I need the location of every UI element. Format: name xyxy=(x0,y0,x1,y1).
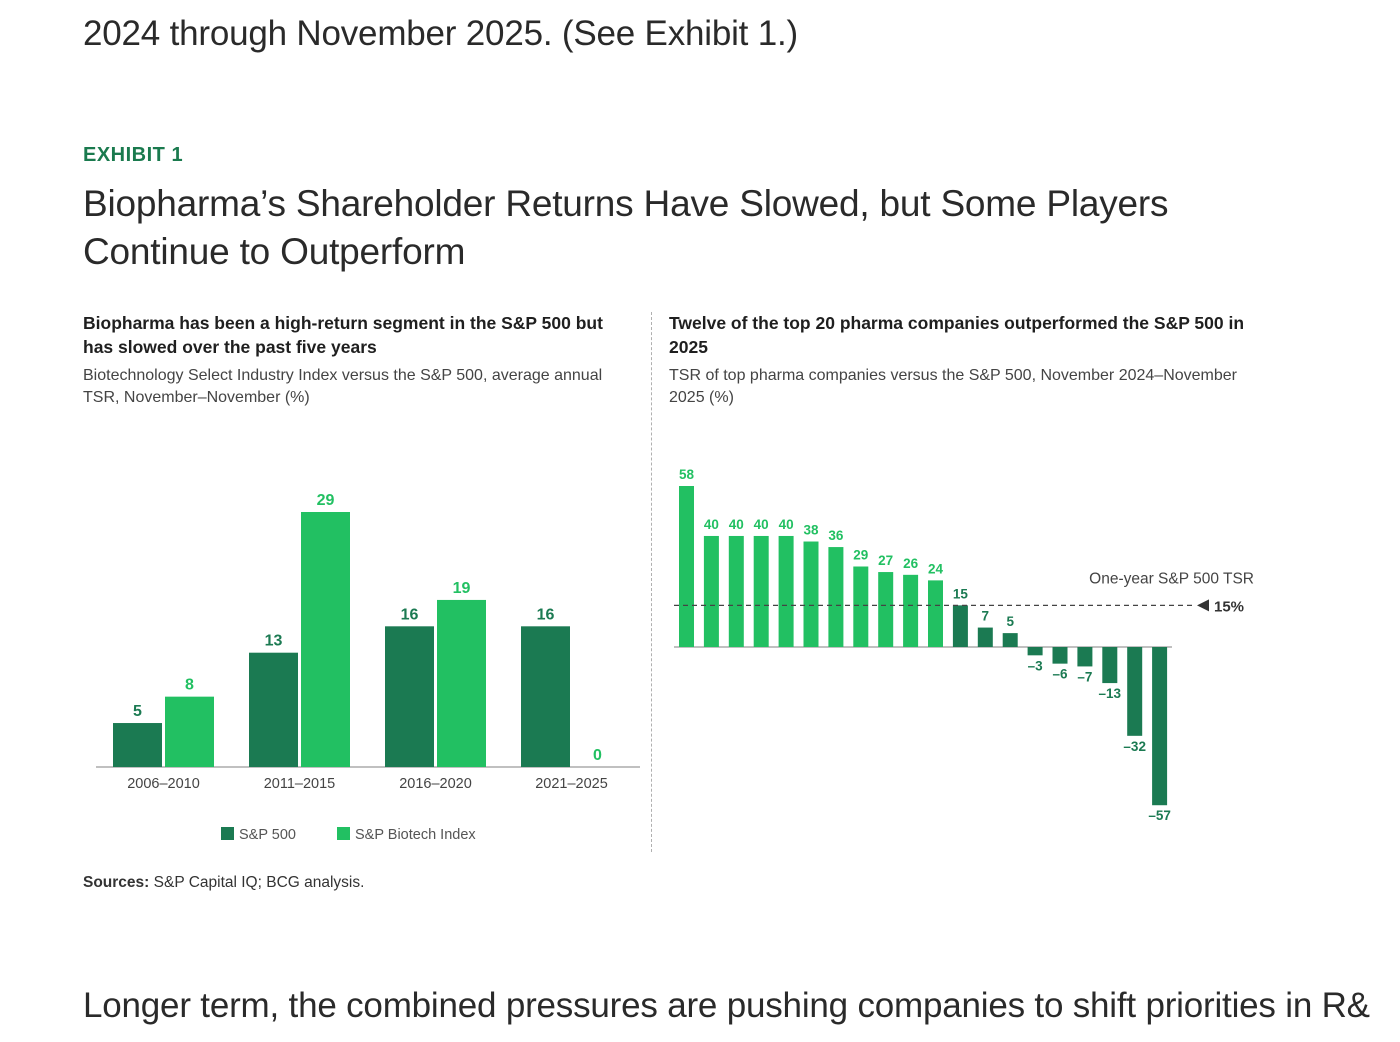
right-bar-value-label: –57 xyxy=(1148,808,1171,823)
left-bar-biotech xyxy=(437,599,486,767)
legend-swatch xyxy=(221,827,234,840)
right-chart-subtitle: TSR of top pharma companies versus the S… xyxy=(669,367,1237,406)
left-bar-value-label: 8 xyxy=(185,677,194,694)
benchmark-arrow-icon xyxy=(1197,599,1209,612)
right-bar-value-label: 5 xyxy=(1006,614,1014,629)
left-category-label: 2006–2010 xyxy=(127,776,200,792)
left-bar-value-label: 19 xyxy=(453,580,471,597)
left-bar-biotech xyxy=(301,512,350,767)
right-bar xyxy=(1127,647,1143,736)
right-bar xyxy=(703,535,719,647)
left-bar-sp500 xyxy=(249,652,298,767)
right-bar xyxy=(679,486,694,647)
right-bar xyxy=(1102,647,1118,684)
left-bar-value-label: 16 xyxy=(401,606,419,623)
right-bar xyxy=(828,547,844,647)
panel-divider xyxy=(651,312,652,852)
right-bar-value-label: –7 xyxy=(1077,669,1092,684)
right-bar-value-label: 40 xyxy=(729,517,744,532)
left-category-label: 2016–2020 xyxy=(399,776,472,792)
sources-label: Sources: xyxy=(83,874,150,891)
right-bar xyxy=(1077,647,1093,667)
right-bar xyxy=(728,535,744,647)
left-bar-value-label: 29 xyxy=(317,492,335,509)
legend-swatch xyxy=(337,827,350,840)
right-bar-value-label: 29 xyxy=(853,548,868,563)
right-bar xyxy=(1052,647,1068,664)
right-bar xyxy=(1002,633,1018,647)
right-bar-value-label: –13 xyxy=(1099,686,1122,701)
right-bar-value-label: 36 xyxy=(828,528,844,543)
left-chart-title: Biopharma has been a high-return segment… xyxy=(83,313,603,357)
outro-paragraph-line: Longer term, the combined pressures are … xyxy=(83,986,1370,1025)
right-bar xyxy=(853,566,869,647)
right-bar-value-label: 26 xyxy=(903,556,919,571)
right-bar-value-label: 15 xyxy=(953,586,969,601)
right-bar xyxy=(1152,647,1168,806)
right-bar xyxy=(878,572,894,647)
exhibit-label: EXHIBIT 1 xyxy=(83,144,184,166)
right-bar-value-label: –6 xyxy=(1052,667,1068,682)
right-bar-value-label: 40 xyxy=(704,517,719,532)
left-bar-sp500 xyxy=(113,723,162,767)
right-bar xyxy=(1027,647,1043,656)
left-bar-value-label: 16 xyxy=(537,606,555,623)
left-bar-sp500 xyxy=(385,626,434,767)
exhibit-title: Biopharma’s Shareholder Returns Have Slo… xyxy=(83,183,1169,272)
right-bar-value-label: –3 xyxy=(1028,658,1044,673)
right-bar xyxy=(903,574,919,647)
left-chart-subtitle: Biotechnology Select Industry Index vers… xyxy=(83,367,603,406)
right-bar xyxy=(977,627,993,647)
left-category-label: 2011–2015 xyxy=(264,776,336,792)
right-bar-value-label: –32 xyxy=(1123,739,1146,754)
right-bar-value-label: 58 xyxy=(679,467,695,482)
legend-label: S&P 500 xyxy=(239,827,296,843)
left-bar-value-label: 5 xyxy=(133,703,142,720)
right-bar-value-label: 40 xyxy=(754,517,769,532)
left-bar-sp500 xyxy=(521,626,570,767)
right-bar-value-label: 40 xyxy=(779,517,794,532)
right-bar-value-label: 7 xyxy=(982,609,990,624)
right-bar xyxy=(952,605,968,647)
right-bar xyxy=(778,535,794,647)
right-chart-title: Twelve of the top 20 pharma companies ou… xyxy=(669,313,1245,357)
right-bar-value-label: 24 xyxy=(928,561,944,576)
intro-paragraph-line: 2024 through November 2025. (See Exhibit… xyxy=(83,14,798,53)
left-bar-biotech xyxy=(165,696,214,767)
sources-note: Sources: S&P Capital IQ; BCG analysis. xyxy=(83,874,364,892)
benchmark-label: One-year S&P 500 TSR xyxy=(1089,570,1254,587)
left-bar-value-label: 13 xyxy=(265,633,283,650)
right-bar xyxy=(928,580,943,647)
right-bar xyxy=(803,541,819,647)
left-category-label: 2021–2025 xyxy=(535,776,608,792)
right-bar-value-label: 27 xyxy=(878,553,893,568)
sources-text: S&P Capital IQ; BCG analysis. xyxy=(153,874,365,891)
right-bar-value-label: 38 xyxy=(803,523,819,538)
left-bar-value-label: 0 xyxy=(593,747,602,764)
benchmark-value-label: 15% xyxy=(1214,598,1244,615)
legend-label: S&P Biotech Index xyxy=(355,827,476,843)
right-bar xyxy=(753,535,769,647)
